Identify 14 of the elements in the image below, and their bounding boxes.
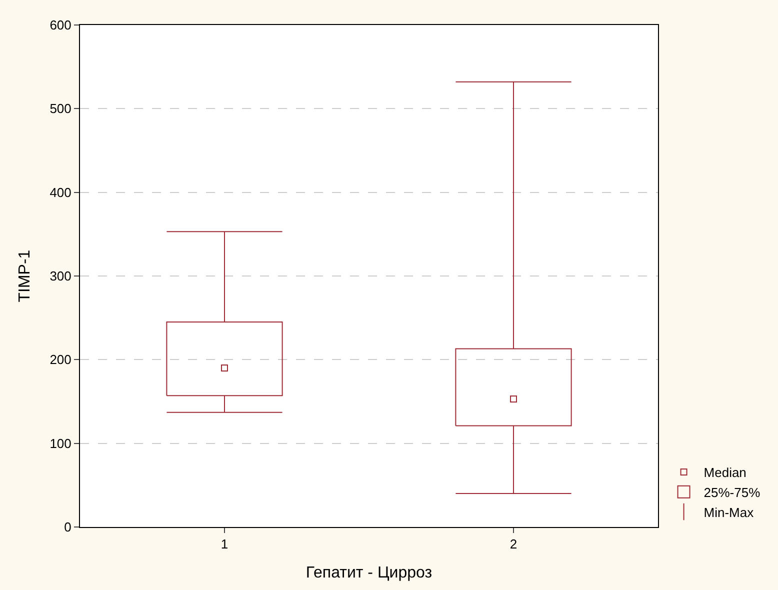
y-tick-label: 500 [50, 101, 72, 116]
y-tick-label: 400 [50, 184, 72, 200]
text: Min-Max [704, 504, 754, 520]
x-axis-title: Гепатит - Цирроз [306, 564, 432, 582]
x-tick-label: 1 [220, 536, 228, 552]
x-tick-label: 2 [510, 536, 518, 552]
y-tick-label: 200 [50, 352, 72, 368]
y-tick-label: 100 [50, 436, 72, 451]
y-tick-label: 0 [64, 520, 72, 535]
y-axis-title: TIMP-1 [16, 250, 34, 302]
y-tick-label: 300 [50, 268, 72, 284]
text: Median [704, 465, 746, 480]
y-tick-label: 600 [50, 18, 72, 33]
text: 25%-75% [704, 484, 761, 500]
